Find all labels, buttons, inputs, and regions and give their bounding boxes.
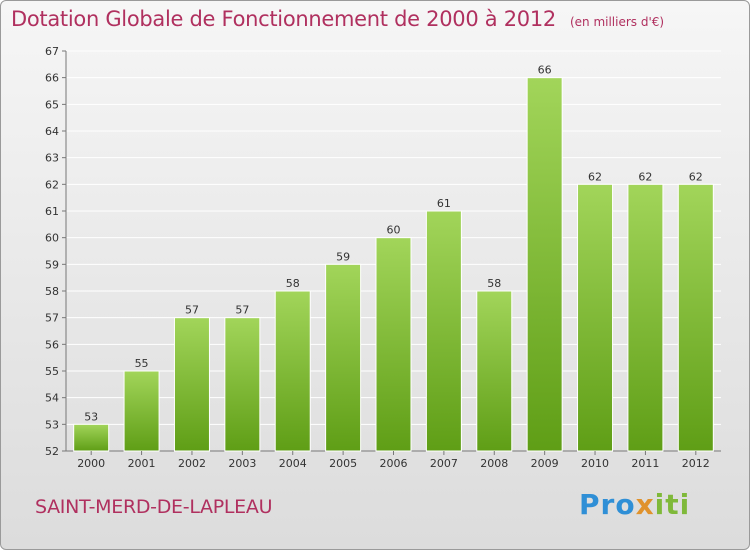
y-tick-label: 59 xyxy=(45,258,59,271)
data-label: 58 xyxy=(286,277,300,290)
y-tick-label: 54 xyxy=(45,392,59,405)
x-tick-label: 2000 xyxy=(77,457,105,470)
bar xyxy=(577,183,614,452)
y-tick-label: 58 xyxy=(45,285,59,298)
data-label: 59 xyxy=(336,250,350,263)
data-label: 62 xyxy=(588,170,602,183)
proxiti-logo: Proxiti xyxy=(579,488,690,521)
y-tick-label: 52 xyxy=(45,445,59,458)
y-tick-label: 53 xyxy=(45,418,59,431)
bar xyxy=(677,183,714,452)
logo-part-2: x xyxy=(635,488,655,521)
x-tick-label: 2009 xyxy=(531,457,559,470)
x-tick-label: 2004 xyxy=(279,457,307,470)
data-label: 66 xyxy=(538,64,552,77)
y-tick-label: 56 xyxy=(45,338,59,351)
data-label: 53 xyxy=(84,410,98,423)
y-tick-label: 65 xyxy=(45,98,59,111)
x-tick-label: 2005 xyxy=(329,457,357,470)
bar xyxy=(224,317,261,452)
x-tick-label: 2012 xyxy=(682,457,710,470)
y-tick-label: 63 xyxy=(45,152,59,165)
commune-name: SAINT-MERD-DE-LAPLEAU xyxy=(35,496,273,518)
unit-note: (en milliers d'€) xyxy=(569,15,665,29)
y-tick-label: 62 xyxy=(45,178,59,191)
x-tick-label: 2011 xyxy=(631,457,659,470)
data-label: 60 xyxy=(387,224,401,237)
data-label: 58 xyxy=(487,277,501,290)
bar xyxy=(375,237,412,452)
bar xyxy=(526,77,563,452)
bar xyxy=(325,263,362,452)
data-label: 57 xyxy=(185,304,199,317)
data-label: 62 xyxy=(638,170,652,183)
data-label: 62 xyxy=(689,170,703,183)
title-text: Dotation Globale de Fonctionnement de 20… xyxy=(11,7,556,31)
bar xyxy=(627,183,664,452)
x-tick-label: 2002 xyxy=(178,457,206,470)
x-tick-label: 2006 xyxy=(380,457,408,470)
logo-part-1: Pro xyxy=(579,488,636,521)
y-tick-label: 64 xyxy=(45,125,59,138)
y-tick-label: 55 xyxy=(45,365,59,378)
y-tick-label: 66 xyxy=(45,72,59,85)
bar xyxy=(173,317,210,452)
bar xyxy=(425,210,462,452)
bar xyxy=(274,290,311,452)
x-tick-label: 2010 xyxy=(581,457,609,470)
chart-title: Dotation Globale de Fonctionnement de 20… xyxy=(11,7,664,31)
x-tick-label: 2007 xyxy=(430,457,458,470)
y-tick-label: 61 xyxy=(45,205,59,218)
y-tick-label: 60 xyxy=(45,232,59,245)
x-tick-label: 2003 xyxy=(228,457,256,470)
data-label: 61 xyxy=(437,197,451,210)
bar xyxy=(476,290,513,452)
logo-part-3: iti xyxy=(654,488,691,521)
y-tick-label: 57 xyxy=(45,312,59,325)
data-label: 57 xyxy=(235,304,249,317)
bar xyxy=(123,370,160,452)
data-label: 55 xyxy=(135,357,149,370)
x-tick-label: 2001 xyxy=(128,457,156,470)
bar xyxy=(73,423,110,452)
x-tick-label: 2008 xyxy=(480,457,508,470)
y-tick-label: 67 xyxy=(45,45,59,58)
